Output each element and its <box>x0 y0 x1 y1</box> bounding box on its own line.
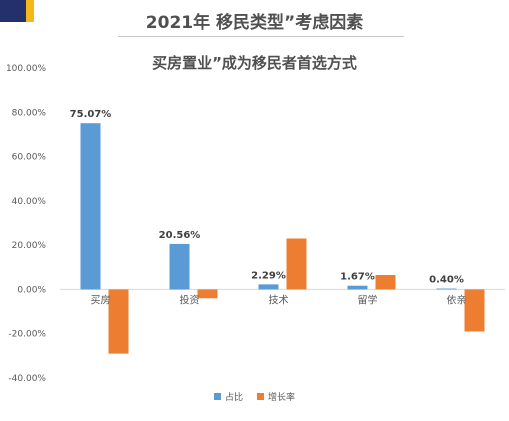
data-label-share-1: 20.56% <box>159 230 201 241</box>
bar-growth-2 <box>286 238 307 290</box>
chart-legend: 占比 增长率 <box>0 390 509 403</box>
chart-title: 2021年 移民类型”考虑因素 <box>145 13 364 33</box>
corner-decoration <box>0 0 34 22</box>
bar-share-4 <box>436 288 457 290</box>
title-divider <box>118 36 404 37</box>
data-label-share-4: 0.40% <box>429 275 464 286</box>
data-label-share-2: 2.29% <box>251 270 286 281</box>
y-tick-label: 20.00% <box>12 241 47 251</box>
category-label-2: 技术 <box>269 293 289 306</box>
legend-swatch-share <box>213 393 221 400</box>
category-label-4: 依亲 <box>447 293 467 306</box>
chart-subtitle: 买房置业”成为移民者首选方式 <box>152 54 357 72</box>
bar-growth-0 <box>108 289 129 354</box>
bar-share-0 <box>80 123 101 290</box>
category-label-1: 投资 <box>180 293 200 306</box>
y-tick-label: -40.00% <box>8 374 46 384</box>
corner-navy-block <box>0 0 26 22</box>
y-tick-label: 100.00% <box>6 64 46 74</box>
corner-gold-stripe <box>26 0 34 22</box>
bar-growth-3 <box>375 275 396 290</box>
y-tick-label: -20.00% <box>8 330 46 340</box>
data-label-share-0: 75.07% <box>70 109 112 120</box>
legend-swatch-growth <box>257 393 264 400</box>
bar-share-1 <box>169 243 190 290</box>
bar-share-3 <box>347 285 368 290</box>
bar-growth-1 <box>197 289 218 299</box>
category-label-3: 留学 <box>358 293 378 306</box>
y-tick-label: 60.00% <box>12 153 47 163</box>
data-label-share-3: 1.67% <box>340 272 375 283</box>
y-tick-label: 40.00% <box>12 197 47 207</box>
legend-item-share: 占比 <box>213 390 243 403</box>
legend-label-growth: 增长率 <box>268 393 296 403</box>
bar-share-2 <box>258 284 279 290</box>
legend-item-growth: 增长率 <box>257 390 295 403</box>
legend-label-share: 占比 <box>224 393 243 403</box>
y-tick-label: 80.00% <box>12 108 47 118</box>
bar-growth-4 <box>464 289 485 332</box>
y-tick-label: 0.00% <box>17 285 46 295</box>
category-label-0: 买房 <box>91 293 111 306</box>
